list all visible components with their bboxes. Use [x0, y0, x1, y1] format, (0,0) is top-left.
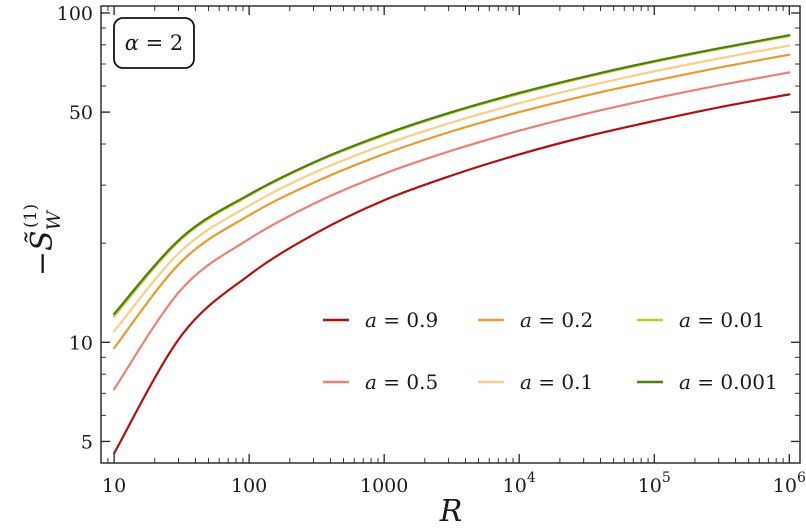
- legend-label: a = 0.1: [520, 370, 593, 394]
- series-line-3: [112, 53, 791, 350]
- x-tick-label: 105: [638, 470, 671, 497]
- y-tick-label: 10: [69, 332, 93, 354]
- plot-frame: [100, 5, 801, 464]
- legend-label: a = 0.9: [365, 308, 438, 332]
- series-line-6: [112, 34, 791, 315]
- legend-item-5: a = 0.01: [637, 308, 765, 332]
- series-lines: [112, 34, 791, 455]
- x-tick-label: 104: [503, 470, 536, 497]
- legend: a = 0.9 a = 0.5 a = 0.2 a = 0.1 a = 0.01 a = …: [323, 308, 778, 394]
- x-axis-title: R: [439, 494, 463, 529]
- minor-ticks: [100, 6, 800, 463]
- legend-item-4: a = 0.1: [478, 370, 593, 394]
- x-tick-label: 10: [102, 475, 126, 497]
- series-line-4: [112, 44, 791, 333]
- legend-label: a = 0.01: [679, 308, 765, 332]
- y-tick-labels: 5 10 50 100: [57, 3, 93, 453]
- y-axis-title: −S̃W(1): [21, 204, 65, 276]
- x-tick-label: 100: [231, 475, 267, 497]
- legend-item-1: a = 0.9: [323, 308, 438, 332]
- series-line-1: [112, 93, 791, 455]
- y-tick-label: 100: [57, 3, 93, 25]
- legend-item-6: a = 0.001: [637, 370, 778, 394]
- legend-item-2: a = 0.5: [323, 370, 438, 394]
- y-tick-label: 50: [69, 102, 93, 124]
- series-line-2: [112, 71, 791, 391]
- annotation-label: α = 2: [125, 31, 184, 55]
- x-tick-label: 1000: [360, 475, 408, 497]
- y-tick-label: 5: [81, 431, 93, 453]
- plot-area: [101, 6, 800, 463]
- x-tick-label: 106: [773, 470, 806, 497]
- legend-label: a = 0.5: [365, 370, 438, 394]
- legend-label: a = 0.2: [520, 308, 593, 332]
- annotation-box: [113, 17, 195, 69]
- x-tick-labels: 10 100 1000 104 105 106: [102, 470, 806, 497]
- legend-label: a = 0.001: [679, 370, 778, 394]
- legend-item-3: a = 0.2: [478, 308, 593, 332]
- major-ticks: [101, 6, 800, 463]
- parameter-annotation: α = 2: [113, 17, 195, 69]
